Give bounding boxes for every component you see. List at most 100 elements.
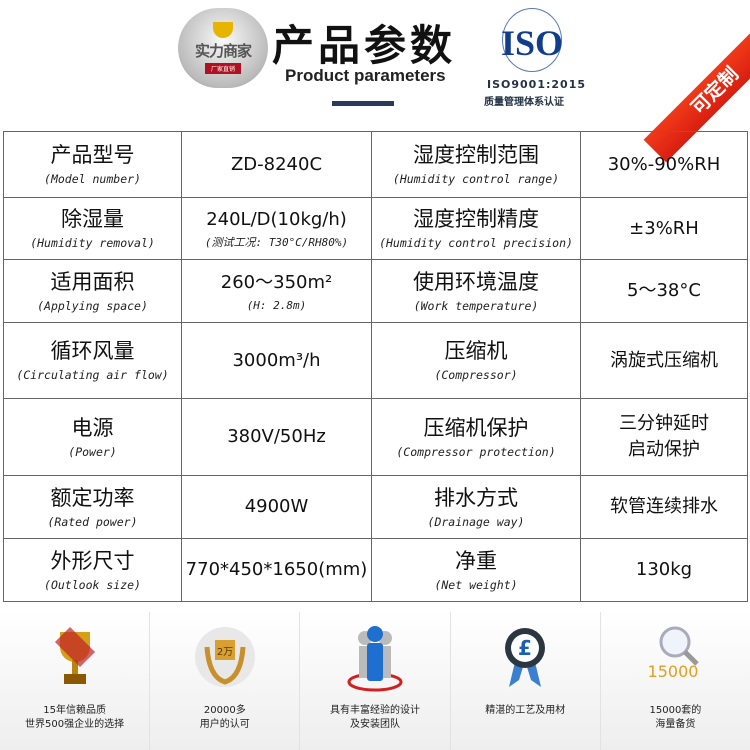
spec-label-cell: 电源 (Power) <box>3 398 182 476</box>
spec-value: 4900W <box>244 496 309 517</box>
spec-label-cell: 排水方式 (Drainage way) <box>371 475 581 539</box>
spec-label-cell: 适用面积 (Applying space) <box>3 259 182 323</box>
feature-item: £ 精湛的工艺及用材 <box>451 612 601 750</box>
spec-label-cell: 循环风量 (Circulating air flow) <box>3 322 182 399</box>
page-title: 产品参数 <box>272 21 457 70</box>
spec-value-cell: 软管连续排水 <box>580 475 748 539</box>
feature-line2: 海量备货 <box>655 719 696 730</box>
spec-label: 适用面积 <box>50 269 135 294</box>
logo-text: 实力商家 <box>194 42 252 60</box>
spec-value-cell: 30%-90%RH <box>580 131 748 198</box>
spec-table: 产品型号 (Model number) ZD-8240C 湿度控制范围 (Humidit… <box>3 131 748 602</box>
brand-logo: 实力商家 厂家直销 <box>178 8 268 88</box>
spec-label-cell: 除湿量 (Humidity removal) <box>3 197 182 260</box>
spec-value-cell: ±3%RH <box>580 197 748 260</box>
spec-value: ±3%RH <box>629 217 699 239</box>
spec-label: 循环风量 <box>50 339 135 363</box>
spec-value-cell: 380V/50Hz <box>181 398 372 476</box>
spec-label: 湿度控制范围 <box>413 143 539 167</box>
feature-line2: 世界500强企业的选择 <box>25 719 125 730</box>
spec-label-cell: 压缩机保护 (Compressor protection) <box>371 398 581 476</box>
spec-value: 三分钟延时 <box>619 413 709 434</box>
feature-line1: 20000多 <box>203 705 246 716</box>
title-underline <box>332 101 394 106</box>
feature-line2: 用户的认可 <box>199 719 250 730</box>
spec-label: 净重 <box>455 548 497 573</box>
feature-text: 精湛的工艺及用材 <box>485 704 565 718</box>
spec-label-en: (Net weight) <box>434 577 518 592</box>
spec-label-cell: 使用环境温度 (Work temperature) <box>371 259 581 323</box>
globe-icon <box>502 8 562 72</box>
spec-label-cell: 外形尺寸 (Outlook size) <box>3 538 182 602</box>
feature-line1: 15000套的 <box>649 705 702 716</box>
feature-text: 15000套的 海量备货 <box>650 704 702 732</box>
spec-value-cell: 240L/D(10kg/h) (测试工况: T30°C/RH80%) <box>181 197 372 260</box>
spec-label: 产品型号 <box>50 143 135 167</box>
spec-label-cell: 净重 (Net weight) <box>371 538 581 602</box>
spec-value-note: (测试工况: T30°C/RH80%) <box>204 236 349 249</box>
spec-label: 湿度控制精度 <box>413 207 539 231</box>
spec-value: 软管连续排水 <box>610 496 718 517</box>
spec-value: 3000m³/h <box>232 349 321 371</box>
spec-value: ZD-8240C <box>230 153 323 175</box>
spec-label: 电源 <box>71 415 114 440</box>
spec-value-cell: 5～38°C <box>580 259 748 323</box>
feature-line1: 15年信赖品质 <box>43 705 106 716</box>
table-row: 额定功率 (Rated power) 4900W 排水方式 (Drainage way)… <box>3 475 748 539</box>
table-row: 除湿量 (Humidity removal) 240L/D(10kg/h) (测试工况… <box>3 197 748 260</box>
page-subtitle: Product parameters <box>285 66 446 85</box>
spec-value-cell: ZD-8240C <box>181 131 372 198</box>
spec-label-en: (Power) <box>68 444 117 459</box>
spec-value-cell: 4900W <box>181 475 372 539</box>
magnifier-icon: 15000 <box>645 622 705 692</box>
spec-label: 压缩机 <box>444 339 508 363</box>
spec-label-en: (Humidity control precision) <box>379 236 573 250</box>
spec-label: 除湿量 <box>61 207 124 231</box>
table-row: 适用面积 (Applying space) 260～350m² (H: 2.8m) 使用… <box>3 259 748 323</box>
table-row: 循环风量 (Circulating air flow) 3000m³/h 压缩机 (Co… <box>3 322 748 399</box>
feature-item: 具有丰富经验的设计 及安装团队 <box>300 612 451 750</box>
feature-text: 15年信赖品质世界500强企业的选择 <box>25 704 124 732</box>
spec-value-cell: 770*450*1650(mm) <box>181 538 372 602</box>
spec-label-en: (Compressor protection) <box>396 444 556 459</box>
spec-label: 压缩机保护 <box>423 415 529 440</box>
spec-value-cell: 3000m³/h <box>181 322 372 399</box>
feature-item: 15000 15000套的 海量备货 <box>601 612 750 750</box>
spec-label-en: (Humidity control range) <box>392 172 560 186</box>
trophy-icon <box>45 622 105 692</box>
quality-medal-icon: £ <box>495 622 555 692</box>
spec-value: 涡旋式压缩机 <box>610 349 718 371</box>
svg-text:£: £ <box>518 636 532 660</box>
spec-value: 240L/D(10kg/h) <box>206 209 347 230</box>
feature-line1: 精湛的工艺及用材 <box>485 705 566 716</box>
spec-value: 130kg <box>635 559 693 580</box>
spec-value-cell: 三分钟延时 启动保护 <box>580 398 748 476</box>
logo-sub: 厂家直销 <box>204 63 241 74</box>
feature-item: 2万 20000多 用户的认可 <box>150 612 301 750</box>
spec-label-cell: 产品型号 (Model number) <box>3 131 182 198</box>
feature-strip: 15年信赖品质世界500强企业的选择 2万 20000多 用户的认可 具有丰富经验的… <box>0 612 750 750</box>
iso-cert: 质量管理体系认证 <box>484 97 564 108</box>
table-row: 电源 (Power) 380V/50Hz 压缩机保护 (Compressor prote… <box>3 398 748 476</box>
iso-text: ISO <box>500 23 564 63</box>
svg-text:15000: 15000 <box>648 662 699 681</box>
feature-item: 15年信赖品质世界500强企业的选择 <box>0 612 151 750</box>
spec-label-en: (Outlook size) <box>44 577 141 592</box>
spec-label-en: (Work temperature) <box>413 298 539 313</box>
spec-value: 380V/50Hz <box>227 426 326 447</box>
spec-value: 5～38°C <box>627 280 701 301</box>
feature-text: 具有丰富经验的设计 及安装团队 <box>330 704 420 732</box>
spec-value-cell: 260～350m² (H: 2.8m) <box>181 259 372 323</box>
iso-logo: ISO <box>492 8 572 78</box>
spec-label: 排水方式 <box>434 485 518 510</box>
spec-label-cell: 湿度控制范围 (Humidity control range) <box>371 131 581 198</box>
spec-value-line2: 启动保护 <box>628 439 700 460</box>
laurel-badge-icon: 2万 <box>194 622 255 692</box>
header: 实力商家 厂家直销 产品参数 Product parameters ISO IS… <box>0 0 750 163</box>
spec-label-en: (Humidity removal) <box>30 236 155 250</box>
spec-label-cell: 湿度控制精度 (Humidity control precision) <box>371 197 581 260</box>
spec-value-cell: 涡旋式压缩机 <box>580 322 748 399</box>
spec-label: 额定功率 <box>50 485 135 510</box>
spec-label-en: (Applying space) <box>37 298 148 313</box>
spec-label-en: (Rated power) <box>47 514 138 529</box>
